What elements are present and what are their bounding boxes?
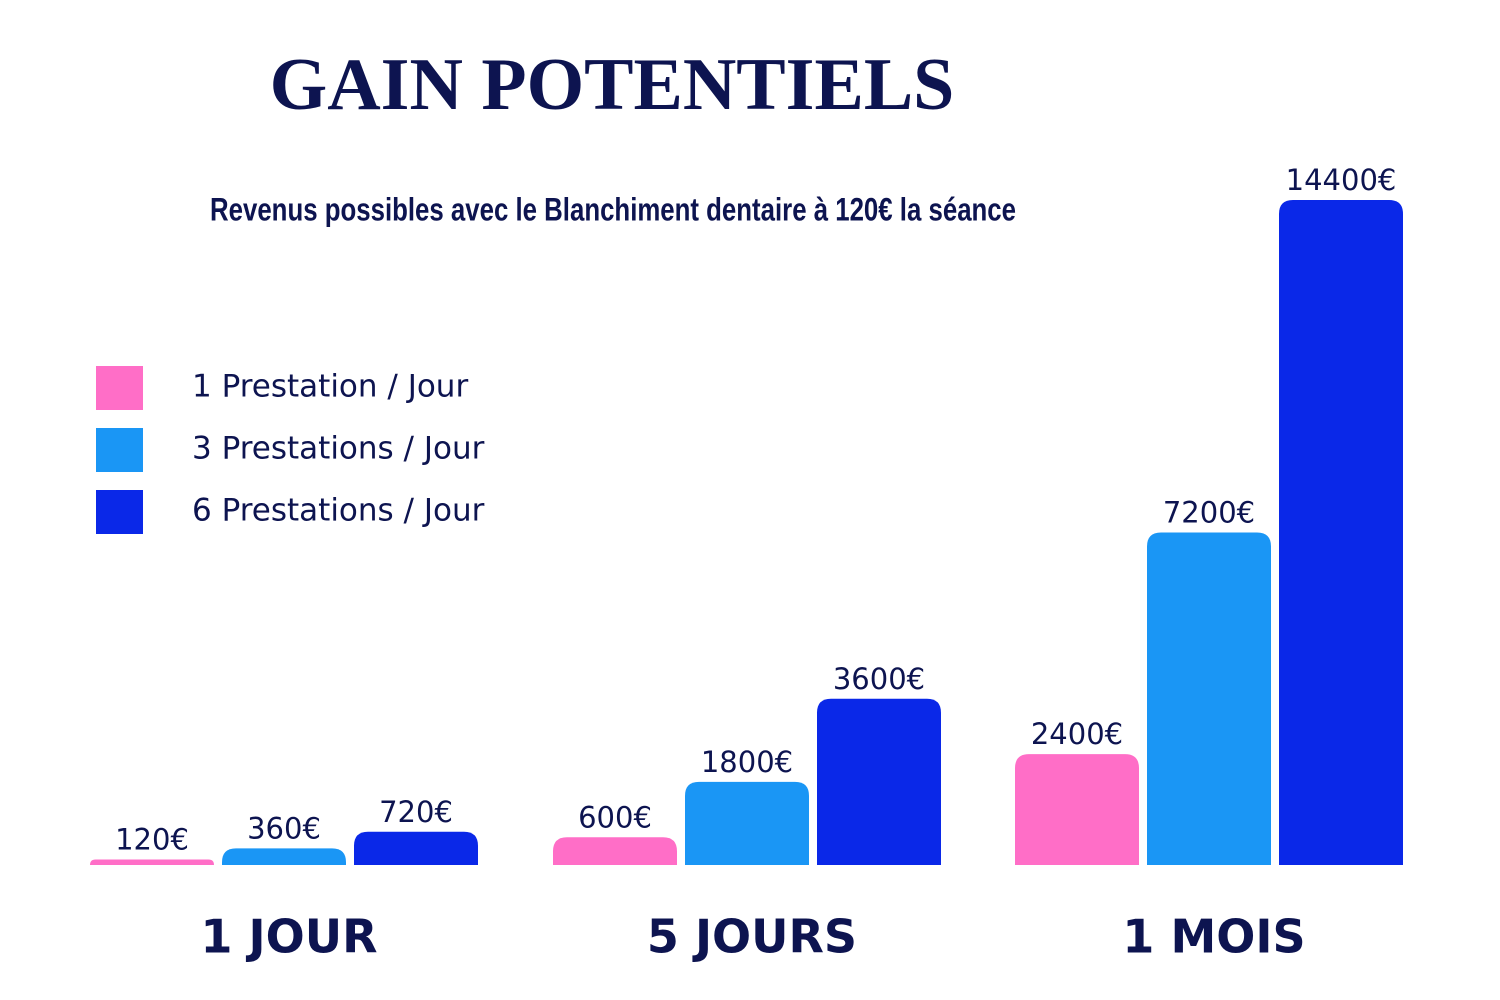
bar <box>1279 200 1403 865</box>
chart-title: GAIN POTENTIELS <box>270 44 955 126</box>
value-label: 7200€ <box>1163 496 1255 530</box>
legend-label: 3 Prestations / Jour <box>192 431 485 467</box>
bar <box>685 781 809 865</box>
legend-swatch <box>96 490 143 534</box>
chart-subtitle: Revenus possibles avec le Blanchiment de… <box>210 191 1016 227</box>
bar <box>222 848 346 865</box>
bar <box>1015 754 1139 865</box>
value-label: 120€ <box>115 822 189 856</box>
value-label: 14400€ <box>1286 163 1397 197</box>
bar <box>553 837 677 865</box>
legend-swatch <box>96 428 143 472</box>
x-tick-label: 5 JOURS <box>647 910 857 964</box>
value-label: 2400€ <box>1031 717 1123 751</box>
bar <box>354 831 478 865</box>
legend-label: 1 Prestation / Jour <box>192 369 468 405</box>
value-label: 1800€ <box>701 745 793 779</box>
bar <box>1147 532 1271 865</box>
x-tick-label: 1 JOUR <box>200 910 377 964</box>
value-label: 720€ <box>379 795 453 829</box>
value-label: 600€ <box>578 800 652 834</box>
x-tick-label: 1 MOIS <box>1122 910 1305 964</box>
value-label: 360€ <box>247 811 321 845</box>
legend-swatch <box>96 366 143 410</box>
bar <box>817 698 941 865</box>
value-label: 3600€ <box>833 662 925 696</box>
legend-label: 6 Prestations / Jour <box>192 493 485 529</box>
bar <box>90 859 214 865</box>
